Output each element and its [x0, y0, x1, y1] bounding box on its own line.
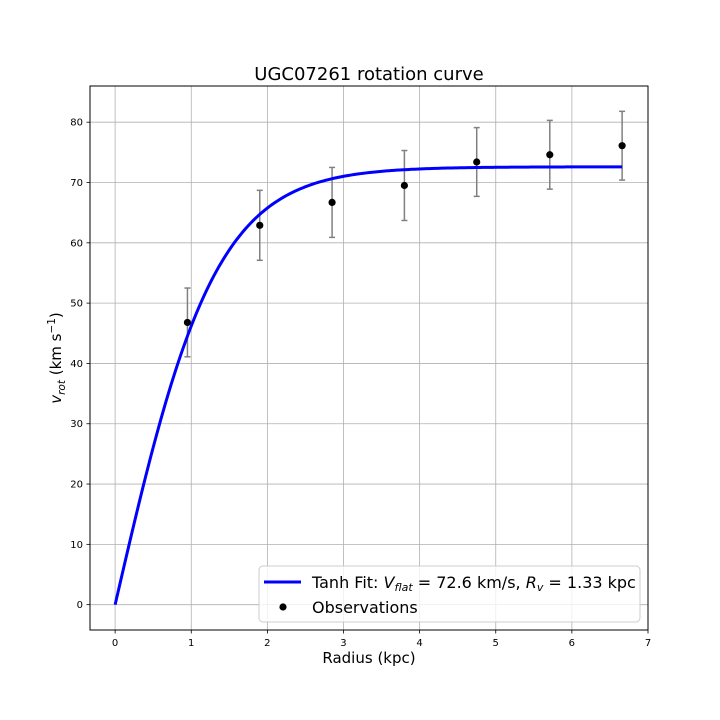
y-tick-label: 0	[77, 600, 83, 611]
legend-vflat-sub: flat	[394, 581, 413, 594]
legend-rv-sub: v	[537, 581, 544, 594]
legend-observations-marker	[279, 603, 287, 611]
y-axis-symbol-sub: rot	[56, 379, 68, 395]
legend-observations-label: Observations	[312, 598, 418, 617]
y-tick-label: 20	[70, 480, 83, 491]
y-axis-unit: (km s	[47, 333, 65, 380]
observation-point	[546, 151, 554, 159]
x-ticks: 0 1 2 3 4 5 6 7	[112, 630, 651, 649]
y-tick-label: 80	[70, 118, 83, 129]
legend-box	[258, 565, 641, 623]
observation-point	[618, 142, 626, 150]
legend-rv-symbol: R	[526, 573, 537, 592]
plot-frame	[89, 85, 649, 631]
x-tick-label: 5	[493, 638, 499, 649]
tanh-fit-line	[113, 165, 623, 606]
x-tick-label: 2	[264, 638, 270, 649]
y-axis-symbol: v	[47, 394, 65, 404]
legend: Tanh Fit: Vflat = 72.6 km/s, Rv = 1.33 k…	[258, 565, 641, 623]
legend-fit-prefix: Tanh Fit:	[311, 573, 384, 592]
y-axis-unit-close: )	[47, 312, 65, 318]
x-tick-label: 7	[645, 638, 651, 649]
y-tick-label: 70	[70, 178, 83, 189]
legend-vflat-symbol: V	[384, 573, 396, 592]
y-tick-label: 30	[70, 419, 83, 430]
y-axis-title: vrot (km s−1)	[46, 312, 68, 404]
legend-vflat-value: = 72.6 km/s,	[413, 573, 526, 592]
y-ticks: 0 10 20 30 40 50 60 70 80	[70, 118, 90, 611]
x-tick-label: 0	[112, 638, 118, 649]
y-tick-label: 60	[70, 238, 83, 249]
legend-rv-value: = 1.33 kpc	[543, 573, 636, 592]
legend-fit-label: Tanh Fit: Vflat = 72.6 km/s, Rv = 1.33 k…	[311, 573, 636, 594]
x-axis-title: Radius (kpc)	[322, 649, 415, 667]
observation-point	[256, 221, 264, 229]
chart-title: UGC07261 rotation curve	[254, 64, 483, 85]
y-tick-label: 40	[70, 359, 83, 370]
observation-points	[183, 142, 626, 327]
x-tick-label: 3	[340, 638, 346, 649]
y-tick-label: 50	[70, 299, 83, 310]
x-tick-label: 6	[569, 638, 575, 649]
observation-point	[328, 198, 336, 206]
x-tick-label: 4	[416, 638, 422, 649]
observation-point	[400, 181, 408, 190]
x-tick-label: 1	[188, 638, 194, 649]
observation-point	[183, 318, 192, 327]
observation-point	[473, 158, 481, 166]
fit-line-layer	[113, 165, 623, 606]
y-axis-unit-exp: −1	[46, 318, 58, 333]
y-tick-label: 10	[70, 540, 83, 551]
